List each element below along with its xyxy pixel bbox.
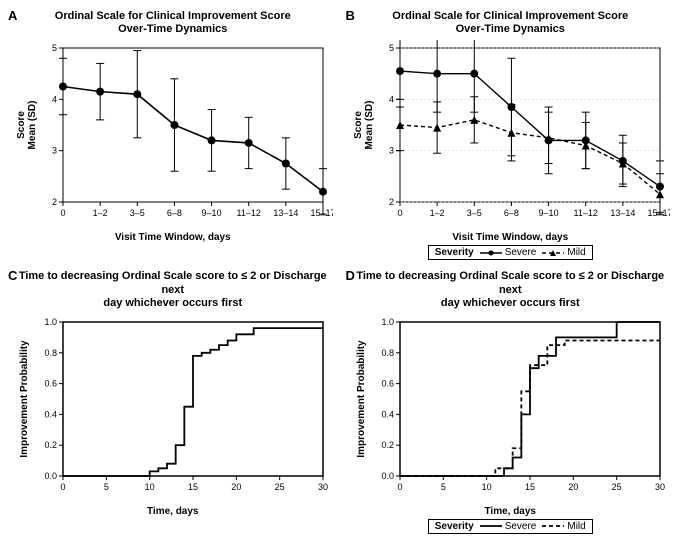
legend-item-severe: Severe	[480, 247, 537, 258]
svg-text:4: 4	[389, 95, 394, 105]
svg-text:20: 20	[569, 482, 579, 492]
svg-text:0: 0	[60, 208, 65, 218]
svg-text:5: 5	[441, 482, 446, 492]
svg-text:15: 15	[188, 482, 198, 492]
svg-text:0.4: 0.4	[382, 409, 395, 419]
svg-text:1.0: 1.0	[44, 317, 57, 327]
panel-a-title-l1: Ordinal Scale for Clinical Improvement S…	[55, 10, 291, 22]
panel-d-xlabel: Time, days	[484, 506, 536, 517]
legend-severe-label: Severe	[505, 247, 537, 258]
panel-a-xlabel: Visit Time Window, days	[115, 232, 231, 243]
svg-text:3: 3	[389, 146, 394, 156]
svg-text:5: 5	[52, 43, 57, 53]
svg-text:0.6: 0.6	[382, 379, 395, 389]
svg-text:0: 0	[60, 482, 65, 492]
panel-d-legend: Severity Severe Mild	[428, 519, 593, 534]
panel-d: D Time to decreasing Ordinal Scale score…	[346, 268, 676, 534]
svg-text:25: 25	[612, 482, 622, 492]
svg-text:10: 10	[144, 482, 154, 492]
svg-text:Improvement Probability: Improvement Probability	[19, 340, 30, 458]
svg-text:0: 0	[398, 482, 403, 492]
legend-mild-label: Mild	[567, 247, 585, 258]
legend-title: Severity	[435, 247, 474, 258]
svg-text:9–10: 9–10	[539, 208, 559, 218]
svg-text:5: 5	[389, 43, 394, 53]
panel-a-chart: 2 3 4 5 0 1–2 3–5 6–8 9–10 11–12 13–14 15–17 ScoreMe…	[13, 40, 333, 230]
legend-mild-label-d: Mild	[567, 521, 585, 532]
panel-b-title-l2: Over-Time Dynamics	[456, 23, 565, 35]
panel-b-chart: 2 3 4 5 0 1–2 3–5 6–8 9–10 11–12 13–14 15–17 ScoreMe…	[350, 40, 670, 230]
svg-text:15–17: 15–17	[648, 208, 671, 218]
svg-text:1–2: 1–2	[92, 208, 107, 218]
svg-text:0.0: 0.0	[44, 471, 57, 481]
svg-text:3: 3	[52, 146, 57, 156]
panel-d-title: Time to decreasing Ordinal Scale score t…	[346, 270, 676, 310]
legend-item-mild: Mild	[542, 247, 585, 258]
svg-text:10: 10	[482, 482, 492, 492]
panel-c-chart: 0.0 0.2 0.4 0.6 0.8 1.0 0 5 10 15 20 25 30 Improvemen…	[13, 314, 333, 504]
svg-text:ScoreMean (SD): ScoreMean (SD)	[16, 101, 38, 150]
panel-c-label: C	[8, 268, 17, 283]
svg-text:0.8: 0.8	[44, 348, 57, 358]
svg-text:ScoreMean (SD): ScoreMean (SD)	[353, 101, 375, 150]
svg-text:9–10: 9–10	[201, 208, 221, 218]
svg-text:2: 2	[389, 197, 394, 207]
svg-text:5: 5	[104, 482, 109, 492]
panel-b: B Ordinal Scale for Clinical Improvement…	[346, 8, 676, 260]
svg-text:0.4: 0.4	[44, 409, 57, 419]
panel-a-label: A	[8, 8, 17, 23]
panel-a-title: Ordinal Scale for Clinical Improvement S…	[55, 10, 291, 36]
svg-text:3–5: 3–5	[467, 208, 482, 218]
svg-text:0: 0	[398, 208, 403, 218]
panel-d-label: D	[346, 268, 355, 283]
svg-text:0.0: 0.0	[382, 471, 395, 481]
panel-b-legend: Severity Severe Mild	[428, 245, 593, 260]
legend-title-d: Severity	[435, 521, 474, 532]
svg-text:30: 30	[655, 482, 665, 492]
panel-d-chart: 0.0 0.2 0.4 0.6 0.8 1.0 0 5 10 15 20 25 30 Improvemen…	[350, 314, 670, 504]
svg-text:2: 2	[52, 197, 57, 207]
svg-text:25: 25	[274, 482, 284, 492]
svg-text:0.8: 0.8	[382, 348, 395, 358]
panel-c-xlabel: Time, days	[147, 506, 199, 517]
svg-text:15: 15	[525, 482, 535, 492]
panel-b-label: B	[346, 8, 355, 23]
panel-b-title: Ordinal Scale for Clinical Improvement S…	[392, 10, 628, 36]
legend-severe-label-d: Severe	[505, 521, 537, 532]
panel-c-title: Time to decreasing Ordinal Scale score t…	[8, 270, 338, 310]
panel-b-xlabel: Visit Time Window, days	[452, 232, 568, 243]
panel-a-title-l2: Over-Time Dynamics	[118, 23, 227, 35]
panel-b-title-l1: Ordinal Scale for Clinical Improvement S…	[392, 10, 628, 22]
svg-text:6–8: 6–8	[167, 208, 182, 218]
legend-item-severe-d: Severe	[480, 521, 537, 532]
panel-a: A Ordinal Scale for Clinical Improvement…	[8, 8, 338, 260]
svg-text:30: 30	[318, 482, 328, 492]
svg-text:11–12: 11–12	[236, 208, 260, 218]
svg-text:13–14: 13–14	[611, 208, 636, 218]
svg-text:1–2: 1–2	[430, 208, 445, 218]
svg-text:0.6: 0.6	[44, 379, 57, 389]
svg-text:15–17: 15–17	[310, 208, 333, 218]
svg-text:6–8: 6–8	[504, 208, 519, 218]
svg-text:0.2: 0.2	[382, 440, 395, 450]
svg-text:0.2: 0.2	[44, 440, 57, 450]
svg-text:13–14: 13–14	[273, 208, 298, 218]
svg-text:11–12: 11–12	[574, 208, 598, 218]
svg-text:20: 20	[231, 482, 241, 492]
svg-text:4: 4	[52, 95, 57, 105]
legend-item-mild-d: Mild	[542, 521, 585, 532]
panel-c: C Time to decreasing Ordinal Scale score…	[8, 268, 338, 534]
svg-text:1.0: 1.0	[382, 317, 395, 327]
svg-text:Improvement Probability: Improvement Probability	[356, 340, 367, 458]
svg-text:3–5: 3–5	[130, 208, 145, 218]
